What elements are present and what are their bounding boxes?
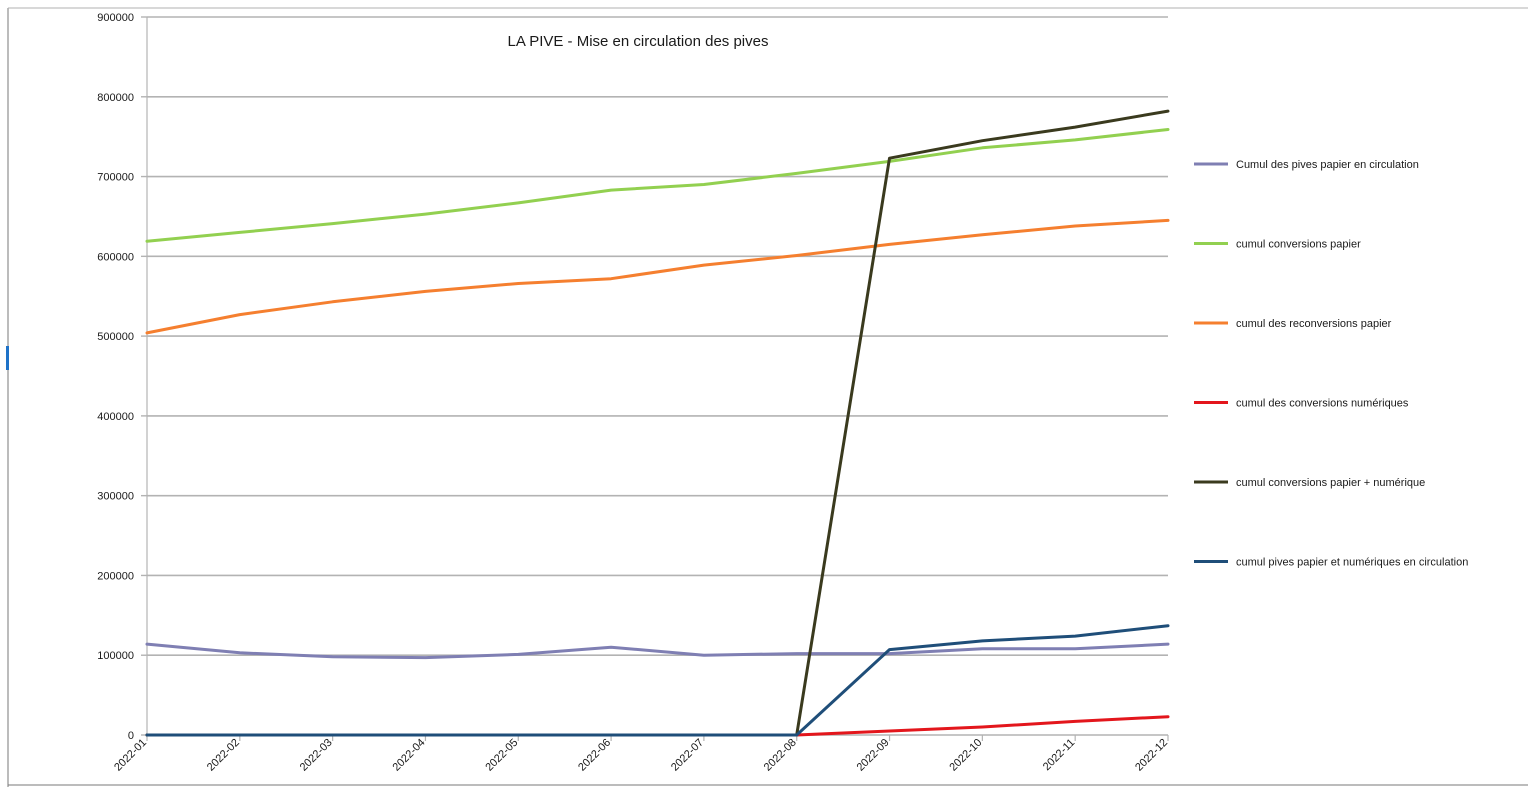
series-lines [145, 109, 1170, 737]
x-tick-label: 2022-05 [483, 737, 520, 774]
x-tick-label: 2022-10 [947, 737, 984, 774]
selection-marker [6, 346, 9, 370]
x-tick-label: 2022-12 [1133, 737, 1170, 774]
legend-label: cumul des reconversions papier [1236, 318, 1392, 330]
x-tick-label: 2022-08 [762, 737, 799, 774]
y-tick-label: 300000 [97, 491, 134, 503]
legend-label: cumul des conversions numériques [1236, 398, 1409, 410]
y-tick-label: 700000 [97, 172, 134, 184]
y-tick-label: 900000 [97, 12, 134, 24]
series-line-6 [145, 624, 1170, 737]
chart-title: LA PIVE - Mise en circulation des pives [508, 33, 769, 50]
y-tick-label: 400000 [97, 411, 134, 423]
legend-label: cumul pives papier et numériques en circ… [1236, 557, 1468, 569]
series-line-4 [145, 715, 1170, 737]
x-tick-label: 2022-04 [391, 737, 428, 774]
x-tick-label: 2022-01 [112, 737, 149, 774]
x-tick-label: 2022-06 [576, 737, 613, 774]
legend-label: cumul conversions papier [1236, 239, 1361, 251]
y-tick-label: 800000 [97, 92, 134, 104]
gridlines [147, 16, 1168, 736]
y-tick-label: 500000 [97, 331, 134, 343]
axes: 0 100000 200000 300000 400000 500000 600000 700… [97, 12, 1170, 774]
legend: Cumul des pives papier en circulation cum… [1194, 159, 1468, 569]
x-tick-label: 2022-03 [298, 737, 335, 774]
x-tick-label: 2022-09 [855, 737, 892, 774]
x-tick-label: 2022-07 [669, 737, 706, 774]
x-tick-label: 2022-11 [1041, 737, 1077, 773]
y-tick-label: 200000 [97, 570, 134, 582]
legend-label: cumul conversions papier + numérique [1236, 477, 1425, 489]
series-line-1 [145, 642, 1170, 660]
series-line-5 [145, 109, 1170, 737]
series-line-2 [145, 128, 1170, 243]
y-tick-label: 0 [128, 730, 134, 742]
series-line-3 [145, 218, 1170, 335]
x-tick-label: 2022-02 [205, 737, 242, 774]
y-tick-label: 600000 [97, 251, 134, 263]
y-tick-label: 100000 [97, 650, 134, 662]
legend-label: Cumul des pives papier en circulation [1236, 159, 1419, 171]
